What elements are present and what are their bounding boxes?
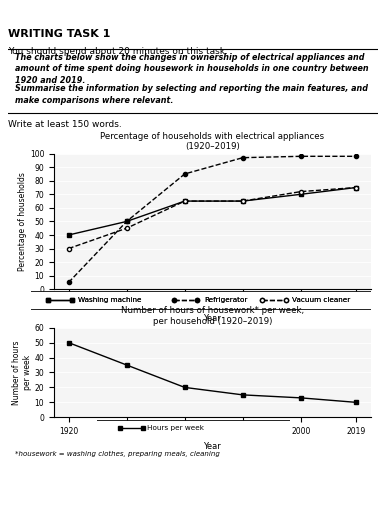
Y-axis label: Percentage of households: Percentage of households xyxy=(18,172,27,271)
Refrigerator xyxy=(354,153,358,159)
X-axis label: Year: Year xyxy=(203,441,221,451)
Washing machine xyxy=(298,191,303,198)
Y-axis label: Number of hours
per week: Number of hours per week xyxy=(12,340,32,404)
Text: Vacuum cleaner: Vacuum cleaner xyxy=(293,297,351,303)
Refrigerator xyxy=(298,153,303,159)
Title: Number of hours of housework* per week,
per household (1920–2019): Number of hours of housework* per week, … xyxy=(121,306,304,326)
Refrigerator xyxy=(240,155,245,161)
Line: Refrigerator: Refrigerator xyxy=(66,154,358,285)
Text: Vacuum cleaner: Vacuum cleaner xyxy=(293,297,351,303)
Title: Percentage of households with electrical appliances
(1920–2019): Percentage of households with electrical… xyxy=(100,132,324,152)
Text: You should spend about 20 minutes on this task.: You should spend about 20 minutes on thi… xyxy=(8,47,228,56)
Washing machine xyxy=(354,184,358,190)
FancyBboxPatch shape xyxy=(4,49,382,113)
Text: The charts below show the changes in ownership of electrical appliances and
amou: The charts below show the changes in own… xyxy=(15,53,369,86)
Washing machine xyxy=(66,232,71,238)
Text: Hours per week: Hours per week xyxy=(147,425,204,431)
Text: Refrigerator: Refrigerator xyxy=(204,297,247,303)
X-axis label: Year: Year xyxy=(203,313,221,323)
Washing machine xyxy=(240,198,245,204)
Text: Refrigerator: Refrigerator xyxy=(204,297,247,303)
Vacuum cleaner xyxy=(183,198,187,204)
Refrigerator xyxy=(124,218,129,224)
Refrigerator xyxy=(183,171,187,177)
Line: Washing machine: Washing machine xyxy=(66,185,358,237)
Text: WRITING: WRITING xyxy=(166,8,220,18)
Washing machine xyxy=(183,198,187,204)
Text: Summarise the information by selecting and reporting the main features, and
make: Summarise the information by selecting a… xyxy=(15,84,368,105)
Text: Write at least 150 words.: Write at least 150 words. xyxy=(8,120,122,129)
FancyBboxPatch shape xyxy=(27,291,374,309)
FancyBboxPatch shape xyxy=(95,420,291,436)
Line: Vacuum cleaner: Vacuum cleaner xyxy=(66,185,358,251)
Text: *housework = washing clothes, preparing meals, cleaning: *housework = washing clothes, preparing … xyxy=(15,451,220,457)
Vacuum cleaner xyxy=(66,246,71,252)
Vacuum cleaner xyxy=(298,188,303,195)
Vacuum cleaner xyxy=(354,184,358,190)
Vacuum cleaner xyxy=(240,198,245,204)
Washing machine xyxy=(124,218,129,224)
Refrigerator xyxy=(66,280,71,286)
Text: WRITING TASK 1: WRITING TASK 1 xyxy=(8,29,110,39)
Text: Washing machine: Washing machine xyxy=(78,297,142,303)
Text: Washing machine: Washing machine xyxy=(78,297,142,303)
Vacuum cleaner xyxy=(124,225,129,231)
